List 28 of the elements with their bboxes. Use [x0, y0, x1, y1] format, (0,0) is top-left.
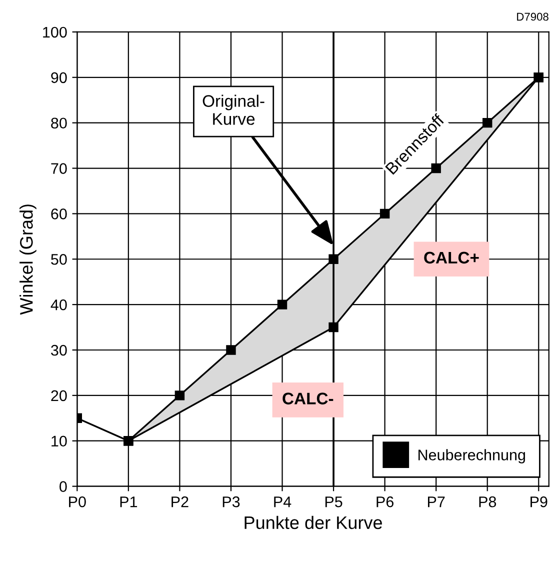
y-tick-label: 10 [52, 436, 67, 447]
y-tick-label: 70 [51, 163, 67, 174]
x-tick-label: P0 [69, 496, 86, 508]
x-tick-label: P6 [376, 496, 394, 508]
legend-label: Neuberechnung [418, 449, 526, 464]
y-tick-label: 80 [51, 118, 67, 129]
x-tick-label: P1 [120, 496, 138, 508]
y-tick-label: 20 [51, 390, 67, 402]
x-tick-label: P8 [479, 496, 496, 508]
y-tick-label: 30 [51, 344, 67, 356]
x-tick-label: P5 [325, 496, 342, 508]
y-axis-title: Winkel (Grad) [20, 204, 36, 315]
text: D7908 [517, 12, 548, 21]
x-tick-label: P4 [274, 496, 292, 508]
y-tick-label: 100 [43, 26, 67, 38]
x-tick-label: P9 [530, 496, 548, 508]
y-tick-label: 90 [51, 72, 67, 84]
x-tick-label: P7 [428, 496, 445, 508]
y-tick-label: 50 [51, 254, 67, 265]
x-tick-label: P3 [222, 496, 240, 508]
y-tick-label: 40 [50, 299, 67, 310]
x-tick-label: P2 [172, 496, 188, 508]
annotation: Original- Kurve [202, 94, 264, 125]
y-tick-label: 0 [60, 481, 67, 492]
annotation: CALC- [282, 392, 334, 404]
x-axis-title: Punkte der Kurve [244, 516, 382, 530]
y-tick-label: 60 [51, 208, 67, 220]
annotation: CALC+ [424, 252, 479, 264]
